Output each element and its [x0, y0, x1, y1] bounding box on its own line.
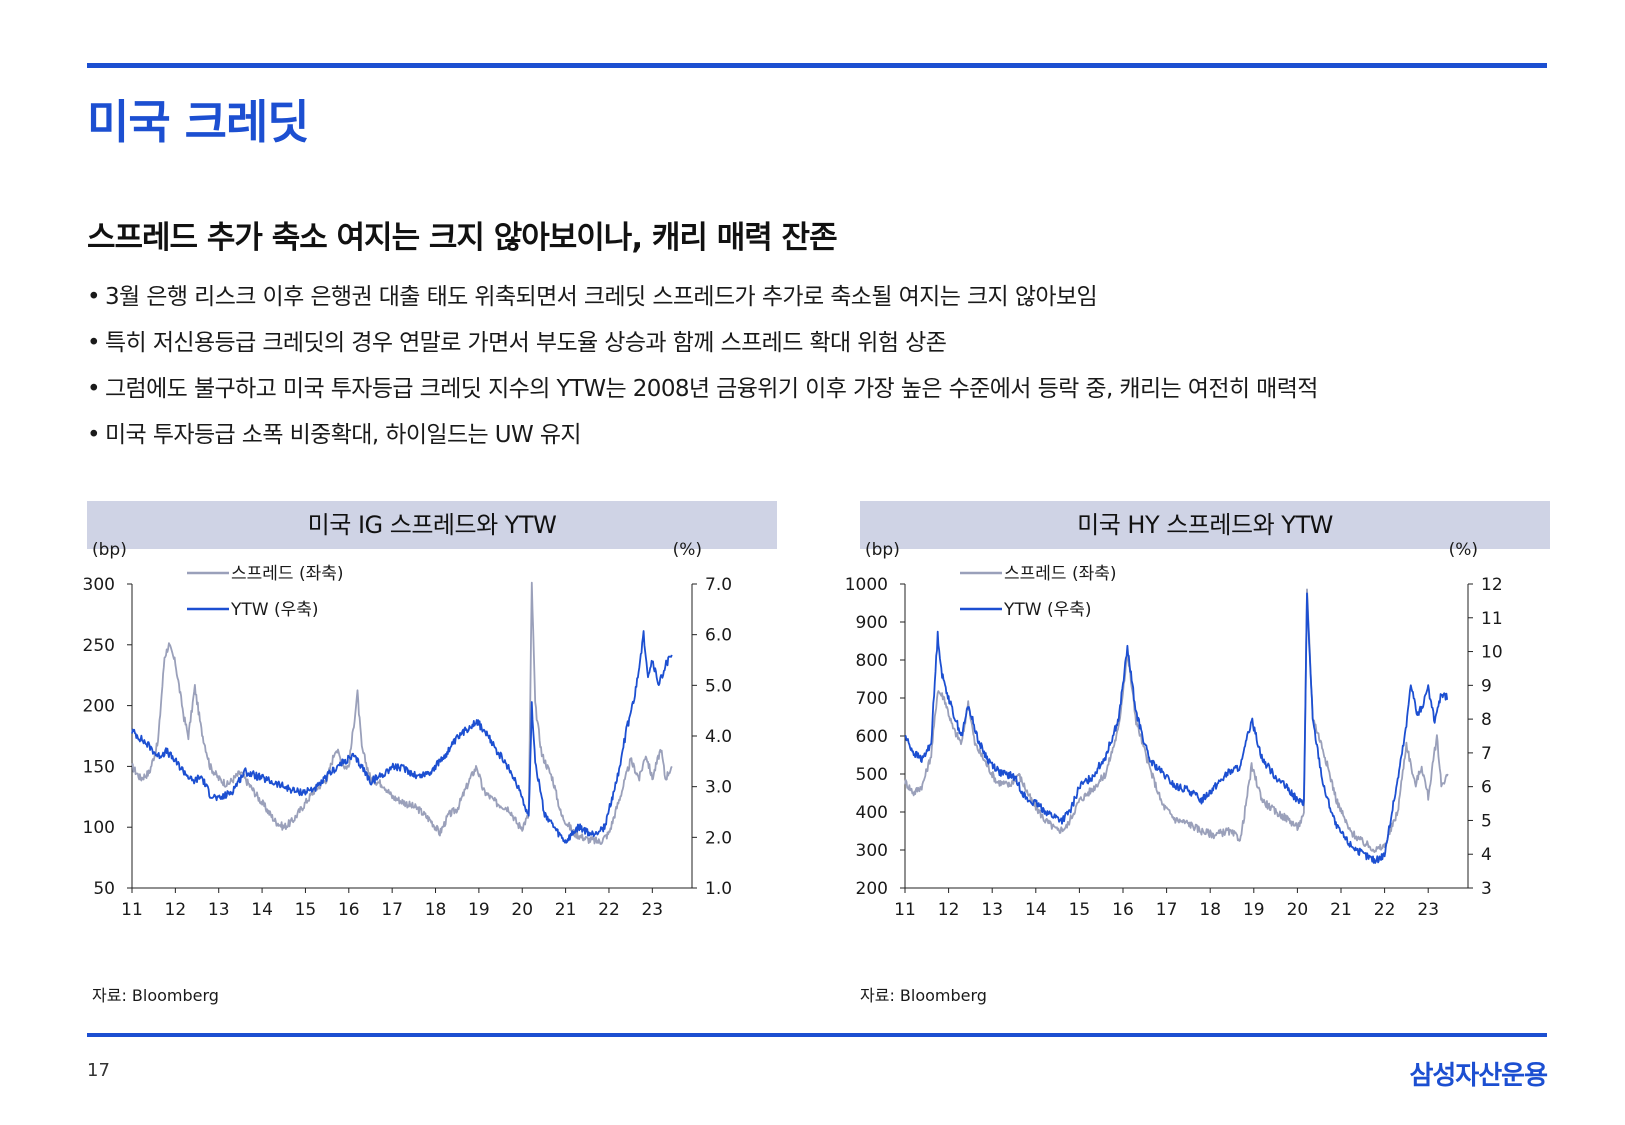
- right-axis-tick-label: 4: [1481, 845, 1492, 865]
- left-axis-tick-label: 400: [856, 803, 888, 823]
- left-axis-tick-label: 300: [83, 575, 115, 595]
- x-axis-tick-label: 11: [894, 900, 916, 920]
- x-axis-tick-label: 12: [165, 900, 187, 920]
- left-axis-tick-label: 500: [856, 765, 888, 785]
- right-axis-tick-label: 5: [1481, 811, 1492, 831]
- x-axis-tick-label: 18: [425, 900, 447, 920]
- bullet-text: 3월 은행 리스크 이후 은행권 대출 태도 위축되면서 크레딧 스프레드가 추…: [105, 284, 1098, 310]
- right-axis-tick-label: 7: [1481, 744, 1492, 764]
- right-axis-tick-label: 6.0: [705, 626, 732, 646]
- x-axis-tick-label: 15: [1069, 900, 1091, 920]
- left-axis-tick-label: 150: [83, 757, 115, 777]
- right-unit-label: (%): [1449, 540, 1478, 560]
- x-axis-tick-label: 18: [1199, 900, 1221, 920]
- bullet-list: • 3월 은행 리스크 이후 은행권 대출 태도 위축되면서 크레딧 스프레드가 …: [87, 276, 1318, 460]
- right-axis-tick-label: 12: [1481, 575, 1503, 595]
- left-axis-tick-label: 600: [856, 727, 888, 747]
- x-axis-tick-label: 21: [1330, 900, 1352, 920]
- ytw-series-line: [904, 592, 1449, 864]
- page-title: 미국 크레딧: [87, 95, 310, 149]
- right-axis-tick-label: 5.0: [705, 676, 732, 696]
- legend-label: YTW (우축): [230, 600, 319, 620]
- brand-logo-text: 삼성자산운용: [1409, 1061, 1548, 1091]
- x-axis-tick-label: 16: [1112, 900, 1134, 920]
- right-axis-tick-label: 10: [1481, 643, 1503, 663]
- left-axis-tick-label: 50: [93, 879, 115, 899]
- x-axis-tick-label: 20: [1287, 900, 1309, 920]
- left-axis-tick-label: 100: [83, 818, 115, 838]
- x-axis-tick-label: 22: [1374, 900, 1396, 920]
- page-number: 17: [87, 1060, 110, 1081]
- left-axis-tick-label: 700: [856, 689, 888, 709]
- x-axis-tick-label: 20: [511, 900, 533, 920]
- ig-chart-title: 미국 IG 스프레드와 YTW: [87, 501, 777, 549]
- bottom-rule: [87, 1033, 1547, 1037]
- bullet-text: 특히 저신용등급 크레딧의 경우 연말로 가면서 부도율 상승과 함께 스프레드…: [105, 330, 947, 356]
- bullet-item: • 그럼에도 불구하고 미국 투자등급 크레딧 지수의 YTW는 2008년 금융…: [87, 376, 1318, 402]
- x-axis-tick-label: 17: [381, 900, 403, 920]
- hy-spread-ytw-chart: (bp) (%) 1000 900 800 700 600 500 400 300 200 12 11 1…: [845, 540, 1503, 920]
- x-axis-tick-label: 11: [121, 900, 143, 920]
- left-axis-tick-label: 1000: [845, 575, 888, 595]
- left-axis-tick-label: 900: [856, 613, 888, 633]
- bullet-item: • 특히 저신용등급 크레딧의 경우 연말로 가면서 부도율 상승과 함께 스프레…: [87, 330, 947, 356]
- x-axis-tick-label: 12: [938, 900, 960, 920]
- bullet-item: • 3월 은행 리스크 이후 은행권 대출 태도 위축되면서 크레딧 스프레드가 …: [87, 284, 1098, 310]
- right-axis-tick-label: 7.0: [705, 575, 732, 595]
- right-unit-label: (%): [673, 540, 702, 560]
- hy-chart-source: 자료: Bloomberg: [860, 986, 987, 1005]
- legend-label: YTW (우축): [1003, 600, 1092, 620]
- legend-label: 스프레드 (좌축): [231, 564, 344, 584]
- x-axis-tick-label: 19: [468, 900, 490, 920]
- spread-series-line: [131, 581, 673, 846]
- left-axis-tick-label: 250: [83, 636, 115, 656]
- x-axis-tick-label: 19: [1243, 900, 1265, 920]
- x-axis-tick-label: 13: [981, 900, 1003, 920]
- x-axis-tick-label: 15: [295, 900, 317, 920]
- top-rule: [87, 63, 1547, 68]
- right-axis-tick-label: 1.0: [705, 879, 732, 899]
- hy-chart-title: 미국 HY 스프레드와 YTW: [860, 501, 1550, 549]
- bullet-item: • 미국 투자등급 소폭 비중확대, 하이일드는 UW 유지: [87, 422, 582, 448]
- x-axis-tick-label: 21: [555, 900, 577, 920]
- ig-spread-ytw-chart: (bp) (%) 300 250 200 150 100 50 7.0 6.0 5.0 4.0 3.0 2…: [83, 540, 733, 920]
- right-axis-tick-label: 6: [1481, 778, 1492, 798]
- left-axis-tick-label: 200: [83, 697, 115, 717]
- left-unit-label: (bp): [865, 540, 900, 560]
- left-axis-tick-label: 800: [856, 651, 888, 671]
- right-axis-tick-label: 9: [1481, 676, 1492, 696]
- x-axis-tick-label: 13: [208, 900, 230, 920]
- bullet-text: 미국 투자등급 소폭 비중확대, 하이일드는 UW 유지: [105, 422, 582, 448]
- x-axis-tick-label: 16: [338, 900, 360, 920]
- x-axis-tick-label: 14: [1025, 900, 1047, 920]
- left-unit-label: (bp): [92, 540, 127, 560]
- x-axis-tick-label: 14: [251, 900, 273, 920]
- x-axis-tick-label: 23: [641, 900, 663, 920]
- ytw-series-line: [131, 630, 673, 844]
- right-axis-tick-label: 3: [1481, 879, 1492, 899]
- bullet-text: 그럼에도 불구하고 미국 투자등급 크레딧 지수의 YTW는 2008년 금융위…: [105, 376, 1318, 402]
- legend-label: 스프레드 (좌축): [1004, 564, 1117, 584]
- spread-series-line: [904, 588, 1449, 854]
- x-axis-tick-label: 23: [1417, 900, 1439, 920]
- section-subtitle: 스프레드 추가 축소 여지는 크지 않아보이나, 캐리 매력 잔존: [87, 220, 838, 256]
- ig-chart-source: 자료: Bloomberg: [92, 986, 219, 1005]
- right-axis-tick-label: 11: [1481, 609, 1503, 629]
- x-axis-tick-label: 17: [1156, 900, 1178, 920]
- x-axis-tick-label: 22: [598, 900, 620, 920]
- right-axis-tick-label: 4.0: [705, 727, 732, 747]
- right-axis-tick-label: 2.0: [705, 828, 732, 848]
- left-axis-tick-label: 300: [856, 841, 888, 861]
- right-axis-tick-label: 8: [1481, 710, 1492, 730]
- left-axis-tick-label: 200: [856, 879, 888, 899]
- right-axis-tick-label: 3.0: [705, 778, 732, 798]
